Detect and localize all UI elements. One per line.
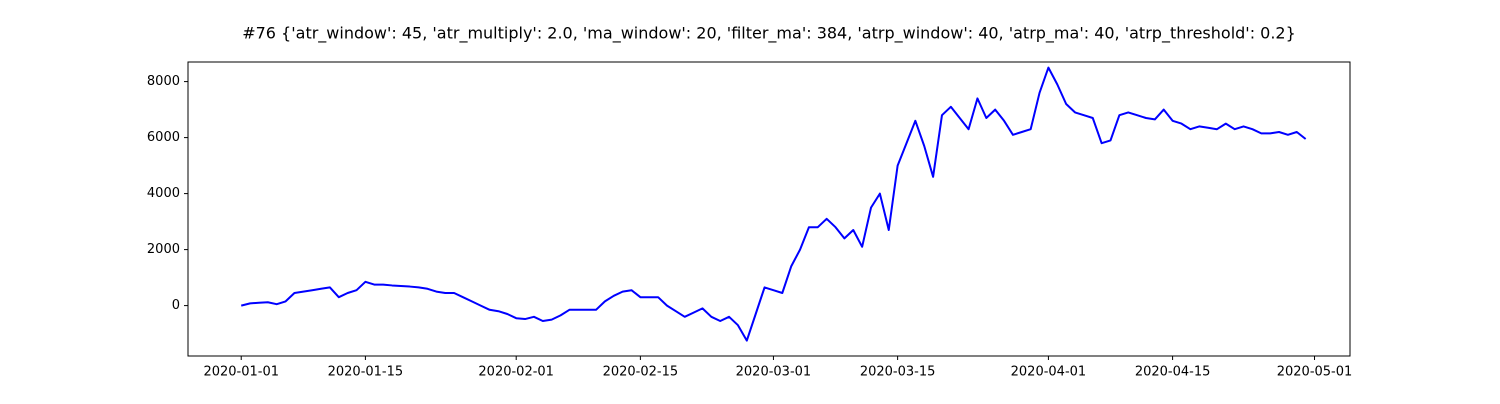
x-tick-label: 2020-01-01 <box>203 365 279 380</box>
axes-frame <box>187 61 1351 357</box>
y-tick-label: 4000 <box>147 186 180 201</box>
x-tick-label: 2020-04-01 <box>1011 365 1087 380</box>
x-tick-label: 2020-02-15 <box>603 365 679 380</box>
x-tick-label: 2020-04-15 <box>1135 365 1211 380</box>
x-tick-label: 2020-05-01 <box>1277 365 1353 380</box>
x-tick-label: 2020-03-01 <box>736 365 812 380</box>
y-tick-label: 0 <box>172 298 180 313</box>
y-tick-label: 2000 <box>147 242 180 257</box>
y-tick-label: 6000 <box>147 130 180 145</box>
x-tick-label: 2020-03-15 <box>860 365 936 380</box>
line-series <box>240 66 1307 342</box>
chart-title: #76 {'atr_window': 45, 'atr_multiply': 2… <box>242 24 1296 44</box>
y-tick-label: 8000 <box>147 74 180 89</box>
x-tick-label: 2020-01-15 <box>328 365 404 380</box>
x-tick-label: 2020-02-01 <box>478 365 554 380</box>
